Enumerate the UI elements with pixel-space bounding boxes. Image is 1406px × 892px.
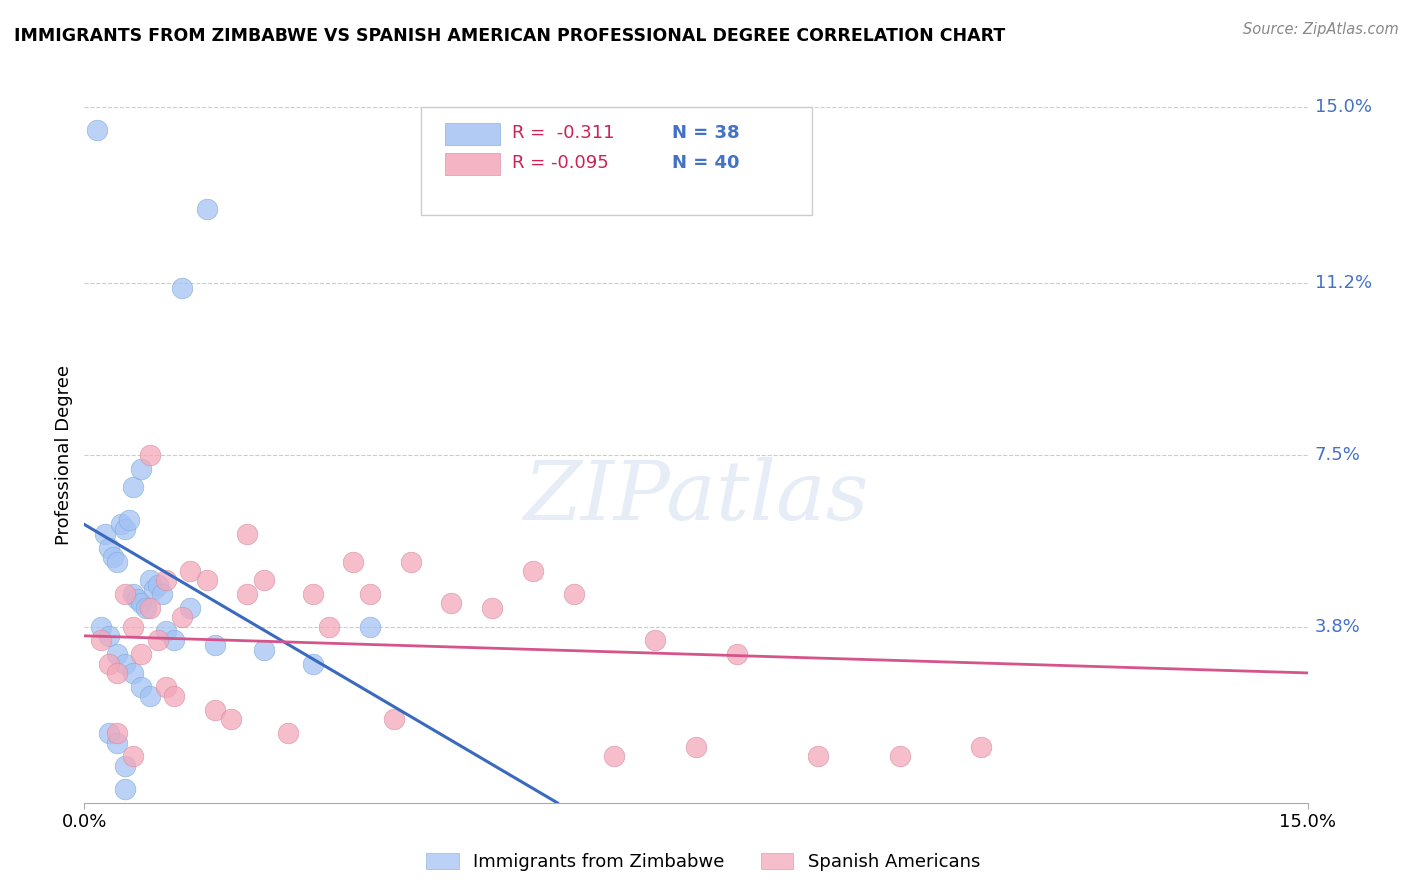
Point [146, 633, 169, 648]
Point [204, 638, 226, 652]
Point [114, 781, 136, 796]
Point [195, 573, 218, 587]
Point [889, 749, 911, 764]
Point [131, 462, 153, 476]
Point [118, 513, 141, 527]
Point [179, 564, 201, 578]
Point [97, 629, 120, 643]
Point [131, 680, 153, 694]
Point [236, 526, 259, 541]
FancyBboxPatch shape [420, 107, 813, 215]
Point [204, 703, 226, 717]
Point [114, 587, 136, 601]
Point [253, 573, 276, 587]
Point [86, 123, 108, 137]
Point [142, 582, 165, 597]
Point [138, 573, 160, 587]
Point [135, 601, 157, 615]
Text: N = 38: N = 38 [672, 125, 740, 143]
Point [562, 587, 585, 601]
Point [172, 610, 194, 624]
Point [138, 601, 160, 615]
Point [127, 591, 149, 606]
Point [318, 619, 340, 633]
Point [122, 480, 145, 494]
Point [970, 740, 993, 755]
Point [440, 596, 463, 610]
Point [138, 689, 160, 703]
Point [93, 526, 115, 541]
Point [105, 555, 128, 569]
Text: R =  -0.311: R = -0.311 [512, 125, 614, 143]
Y-axis label: Professional Degree: Professional Degree [55, 365, 73, 545]
Point [131, 596, 153, 610]
Point [253, 642, 276, 657]
Point [301, 587, 323, 601]
FancyBboxPatch shape [446, 153, 501, 175]
Text: Source: ZipAtlas.com: Source: ZipAtlas.com [1243, 22, 1399, 37]
Point [122, 749, 145, 764]
Text: IMMIGRANTS FROM ZIMBABWE VS SPANISH AMERICAN PROFESSIONAL DEGREE CORRELATION CHA: IMMIGRANTS FROM ZIMBABWE VS SPANISH AMER… [14, 27, 1005, 45]
Point [644, 633, 666, 648]
Point [236, 587, 259, 601]
Point [114, 657, 136, 671]
Point [195, 202, 218, 216]
FancyBboxPatch shape [446, 123, 501, 145]
Point [163, 689, 186, 703]
Point [122, 587, 145, 601]
Text: R = -0.095: R = -0.095 [512, 154, 609, 172]
Point [522, 564, 544, 578]
Text: ZIPatlas: ZIPatlas [523, 457, 869, 537]
Point [172, 281, 194, 295]
Point [97, 726, 120, 740]
Point [131, 648, 153, 662]
Point [122, 619, 145, 633]
Point [603, 749, 626, 764]
Point [163, 633, 186, 648]
Point [807, 749, 830, 764]
Point [105, 665, 128, 680]
Point [101, 549, 124, 564]
Point [138, 448, 160, 462]
Text: 3.8%: 3.8% [1315, 617, 1361, 635]
Text: N = 40: N = 40 [672, 154, 740, 172]
Point [155, 680, 177, 694]
Point [97, 541, 120, 555]
Point [90, 619, 112, 633]
Text: 15.0%: 15.0% [1315, 98, 1372, 116]
Point [105, 648, 128, 662]
Point [685, 740, 707, 755]
Point [146, 578, 169, 592]
Point [114, 758, 136, 772]
Point [359, 619, 381, 633]
Point [725, 648, 748, 662]
Point [150, 587, 173, 601]
Point [359, 587, 381, 601]
Point [155, 624, 177, 639]
Point [301, 657, 323, 671]
Point [105, 726, 128, 740]
Point [155, 573, 177, 587]
Point [110, 517, 132, 532]
Point [219, 712, 242, 726]
Point [122, 665, 145, 680]
Point [399, 555, 422, 569]
Point [277, 726, 299, 740]
Point [179, 601, 201, 615]
Point [382, 712, 405, 726]
Point [105, 735, 128, 749]
Point [97, 657, 120, 671]
Point [114, 522, 136, 536]
Legend: Immigrants from Zimbabwe, Spanish Americans: Immigrants from Zimbabwe, Spanish Americ… [419, 846, 987, 879]
Point [342, 555, 364, 569]
Text: 11.2%: 11.2% [1315, 275, 1372, 293]
Point [481, 601, 503, 615]
Text: 7.5%: 7.5% [1315, 446, 1361, 464]
Point [90, 633, 112, 648]
